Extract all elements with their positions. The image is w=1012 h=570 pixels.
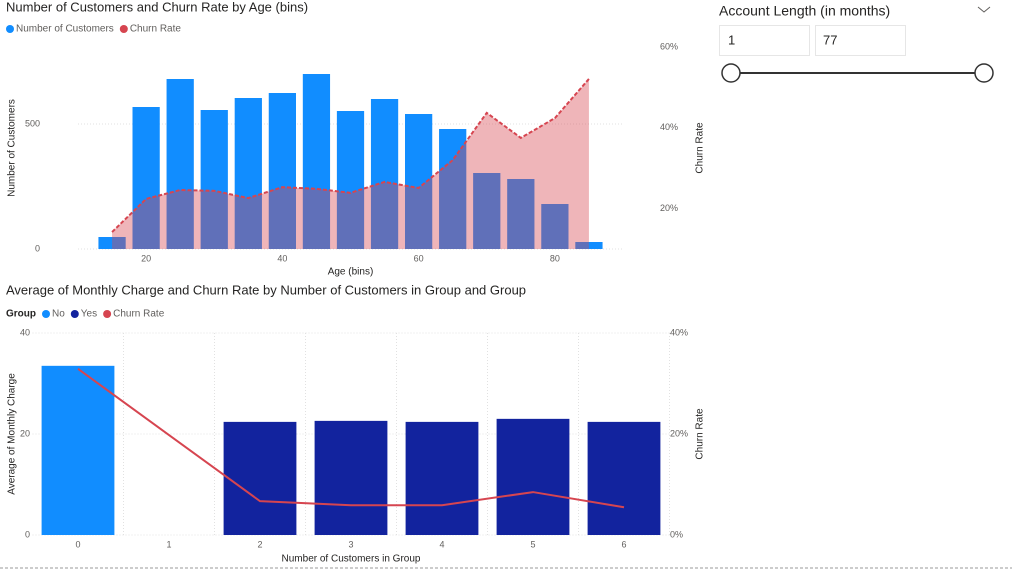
legend-marker: [42, 310, 50, 318]
bar: [166, 79, 194, 249]
y2-tick-label: 40%: [660, 122, 678, 132]
x-tick-label: 60: [414, 253, 424, 263]
x-tick-label: 3: [348, 539, 353, 549]
bar: [507, 179, 535, 249]
x-tick-label: 80: [550, 253, 560, 263]
legend-marker: [103, 310, 112, 318]
y2-axis-title: Churn Rate: [695, 408, 706, 460]
slicer-min-box[interactable]: [719, 25, 810, 56]
y2-tick-label: 20%: [670, 428, 688, 438]
x-tick-label: 0: [75, 539, 80, 549]
slicer-min: 1: [728, 32, 735, 47]
y-tick-label: 0: [35, 243, 40, 253]
y-tick-label: 500: [25, 118, 40, 128]
legend-label: Yes: [81, 309, 97, 320]
bar: [98, 237, 126, 249]
bar: [314, 420, 388, 535]
bar: [302, 74, 331, 249]
bar: [234, 98, 262, 249]
y2-tick-label: 60%: [660, 41, 678, 51]
legend-title: Group: [6, 309, 36, 320]
bar: [370, 99, 399, 249]
legend-marker: [119, 25, 128, 33]
bar: [405, 421, 479, 535]
y2-tick-label: 0%: [670, 529, 683, 539]
legend-label: Number of Customers: [16, 24, 114, 35]
y2-axis-title: Churn Rate: [695, 122, 706, 174]
x-axis-title: Age (bins): [328, 267, 374, 278]
churn-area: [112, 78, 589, 249]
bar: [41, 365, 115, 535]
churn-line: [77, 368, 625, 509]
chart-title: Average of Monthly Charge and Churn Rate…: [6, 282, 526, 297]
legend-marker: [70, 310, 79, 318]
x-tick-label: 40: [277, 253, 287, 263]
slider-handle[interactable]: [721, 63, 741, 83]
bar: [473, 173, 501, 249]
y-tick-label: 20: [20, 428, 30, 438]
y-tick-label: 0: [25, 529, 30, 539]
slicer-max-box[interactable]: [815, 25, 906, 56]
x-axis-title: Number of Customers in Group: [282, 554, 421, 565]
x-tick-label: 2: [257, 539, 262, 549]
bar: [575, 242, 603, 249]
x-tick-label: 4: [439, 539, 444, 549]
x-tick-label: 6: [621, 539, 626, 549]
legend-label: Churn Rate: [113, 309, 165, 320]
slider-handle[interactable]: [974, 63, 994, 83]
bar: [541, 204, 569, 249]
slicer-chevron[interactable]: [977, 6, 991, 13]
y-tick-label: 40: [20, 327, 30, 337]
slicer-title: Account Length (in months): [719, 3, 890, 19]
bar: [587, 421, 661, 535]
x-tick-label: 20: [141, 253, 151, 263]
bar: [268, 93, 296, 249]
bar: [132, 107, 160, 249]
y2-tick-label: 20%: [660, 203, 678, 213]
bar: [496, 418, 570, 535]
y2-tick-label: 40%: [670, 327, 688, 337]
legend-label: No: [52, 309, 65, 320]
y-axis-title: Average of Monthly Charge: [7, 373, 18, 495]
x-tick-label: 1: [166, 539, 171, 549]
legend-marker: [6, 25, 14, 33]
slicer-max: 77: [823, 32, 837, 47]
y-axis-title: Number of Customers: [7, 99, 18, 197]
legend-label: Churn Rate: [130, 24, 182, 35]
churn-line: [111, 78, 590, 233]
bar: [200, 110, 228, 249]
bar: [336, 111, 365, 249]
x-tick-label: 5: [530, 539, 535, 549]
chart-title: Number of Customers and Churn Rate by Ag…: [6, 0, 308, 14]
bar: [223, 421, 297, 535]
